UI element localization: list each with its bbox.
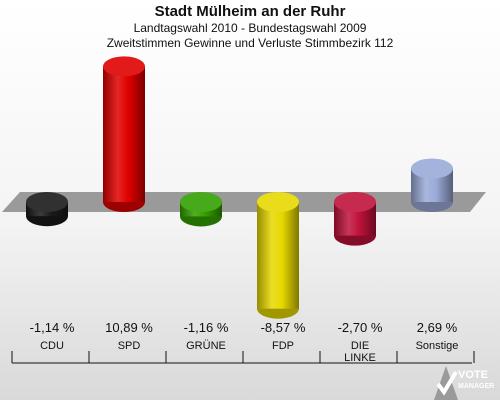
bar-body-fdp xyxy=(257,202,299,309)
value-label-sonstige: 2,69 % xyxy=(417,320,458,335)
bar-top-die-linke xyxy=(334,192,376,212)
chart-subtitle-2: Zweitstimmen Gewinne und Verluste Stimmb… xyxy=(106,36,394,50)
bar-top-cdu xyxy=(26,192,68,212)
value-label-cdu: -1,14 % xyxy=(30,320,75,335)
chart-titles: Stadt Mülheim an der Ruhr Landtagswahl 2… xyxy=(0,3,500,51)
logo-text-line1: VOTE xyxy=(458,369,488,381)
logo-text-line2: MANAGER xyxy=(458,383,495,390)
value-label-fdp: -8,57 % xyxy=(261,320,306,335)
value-label-spd: 10,89 % xyxy=(105,320,153,335)
category-label-die-linke-1: LINKE xyxy=(344,352,376,364)
bar-top-fdp xyxy=(257,192,299,212)
bar-body-spd xyxy=(103,66,145,203)
vote-manager-logo xyxy=(434,366,458,400)
value-label-die-linke: -2,70 % xyxy=(338,320,383,335)
category-label-cdu: CDU xyxy=(40,340,64,352)
category-label-spd: SPD xyxy=(118,340,141,352)
category-label-sonstige: Sonstige xyxy=(416,340,459,352)
bar-top-gr-ne xyxy=(180,192,222,212)
value-label-gr-ne: -1,16 % xyxy=(184,320,229,335)
bar-top-sonstige xyxy=(411,158,453,179)
chart-title: Stadt Mülheim an der Ruhr xyxy=(154,3,346,20)
logo-text: VOTE MANAGER xyxy=(458,370,494,392)
category-label-gr-ne: GRÜNE xyxy=(186,340,226,352)
chart-subtitle-1: Landtagswahl 2010 - Bundestagswahl 2009 xyxy=(133,21,367,35)
bar-top-spd xyxy=(103,56,145,77)
category-label-die-linke: DIE xyxy=(351,340,369,352)
category-label-fdp: FDP xyxy=(272,340,294,352)
